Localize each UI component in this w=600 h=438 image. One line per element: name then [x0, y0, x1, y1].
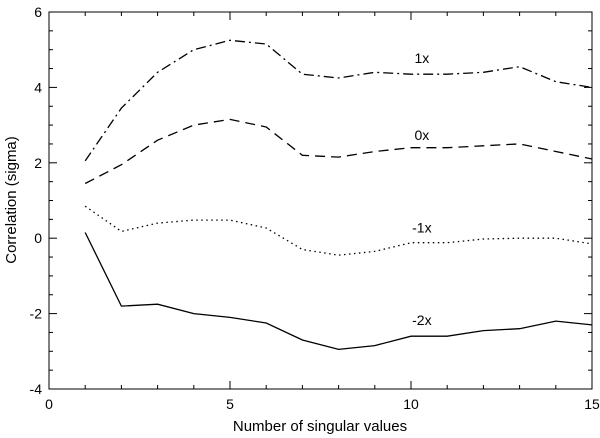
x-tick-label: 0: [45, 396, 53, 412]
series-label-1x: 1x: [414, 50, 429, 66]
series-label--2x: -2x: [412, 312, 431, 328]
x-tick-label: 15: [584, 396, 600, 412]
x-tick-label: 10: [403, 396, 419, 412]
x-tick-label: 5: [226, 396, 234, 412]
series-line-1x: [84, 39, 593, 162]
series-label-0x: 0x: [414, 127, 429, 143]
y-tick-label: 2: [34, 155, 42, 171]
series-line-0x: [84, 118, 593, 185]
series-layer: 1x 0x -1x -2x: [84, 39, 593, 351]
series-line--2x: [84, 232, 593, 351]
y-tick-label: 0: [34, 230, 42, 246]
series-label--1x: -1x: [412, 220, 431, 236]
y-tick-label: 6: [34, 4, 42, 20]
series-line--1x: [84, 205, 593, 256]
y-tick-label: -2: [30, 306, 43, 322]
y-tick-label: -4: [30, 381, 43, 397]
axes: 0 5 10 15 -4 -2 0 2 4 6: [30, 4, 600, 412]
y-tick-label: 4: [34, 79, 42, 95]
y-axis-label: Correlation (sigma): [3, 136, 20, 264]
x-axis-label: Number of singular values: [233, 418, 407, 435]
